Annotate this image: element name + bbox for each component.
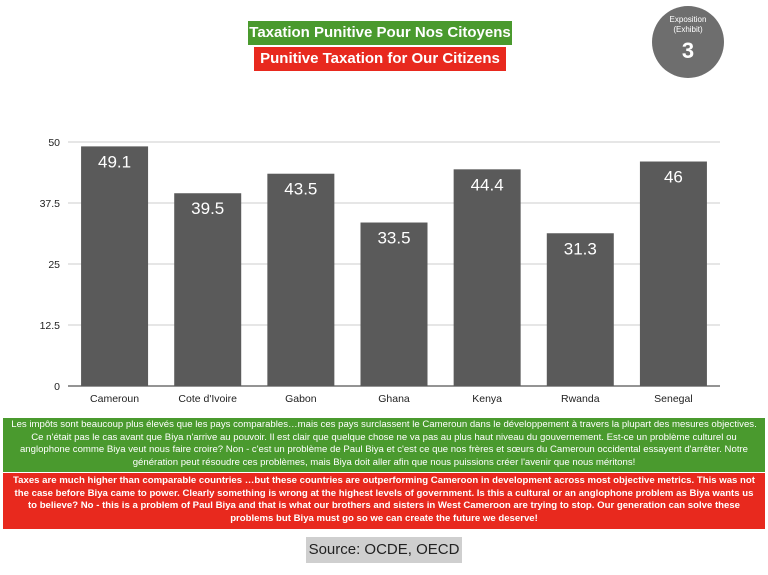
bar xyxy=(453,169,521,386)
x-tick-label: Cote d'Ivoire xyxy=(178,393,237,405)
y-tick-label: 25 xyxy=(48,259,60,271)
x-tick-label: Ghana xyxy=(378,393,410,405)
bar-value-label: 31.3 xyxy=(564,239,597,258)
bar-value-label: 46 xyxy=(664,168,683,187)
bar xyxy=(360,222,428,386)
y-tick-label: 37.5 xyxy=(40,198,61,210)
exhibit-label-french: Exposition xyxy=(669,15,707,24)
y-tick-label: 50 xyxy=(48,137,60,149)
bar xyxy=(81,146,149,386)
commentary-french: Les impôts sont beaucoup plus élevés que… xyxy=(3,418,765,472)
bar xyxy=(639,161,707,386)
title-english: Punitive Taxation for Our Citizens xyxy=(254,47,506,71)
x-tick-label: Gabon xyxy=(285,393,317,405)
x-tick-label: Kenya xyxy=(472,393,502,405)
x-tick-label: Cameroun xyxy=(90,393,139,405)
bar xyxy=(546,233,614,386)
bar-chart: 0 12.5 25 37.5 50 49.1 Cameroun 39.5 Cote d'Ivoi… xyxy=(40,137,720,405)
exhibit-number: 3 xyxy=(681,38,695,63)
bar-value-label: 43.5 xyxy=(284,180,317,199)
bar xyxy=(174,193,242,386)
bar-value-label: 33.5 xyxy=(377,229,410,248)
exhibit-label-english: (Exhibit) xyxy=(673,25,703,34)
commentary-english: Taxes are much higher than comparable co… xyxy=(3,473,765,529)
bar-value-label: 44.4 xyxy=(471,175,504,194)
bar-value-label: 49.1 xyxy=(98,152,131,171)
commentary-french-text: Les impôts sont beaucoup plus élevés que… xyxy=(11,419,757,468)
y-tick-label: 0 xyxy=(54,381,60,393)
x-tick-label: Senegal xyxy=(654,393,693,405)
x-tick-label: Rwanda xyxy=(561,393,600,405)
source-label: Source: OCDE, OECD xyxy=(306,537,462,563)
commentary-english-text: Taxes are much higher than comparable co… xyxy=(13,475,755,524)
y-tick-label: 12.5 xyxy=(40,320,61,332)
bar-value-label: 39.5 xyxy=(191,199,224,218)
exhibit-badge: Exposition (Exhibit) 3 xyxy=(652,6,724,78)
bar xyxy=(267,173,335,386)
title-french: Taxation Punitive Pour Nos Citoyens xyxy=(248,21,512,45)
